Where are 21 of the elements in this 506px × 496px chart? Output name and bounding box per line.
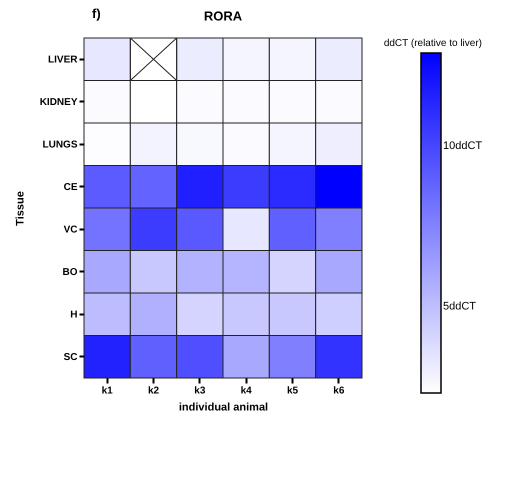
x-axis-title: individual animal	[178, 402, 268, 414]
y-tick-label: CE	[64, 182, 78, 193]
x-tick-label: k3	[194, 386, 206, 396]
x-tick-label: k6	[333, 386, 345, 396]
y-tick-label: H	[70, 309, 78, 320]
legend-title: ddCT (relative to liver)	[384, 38, 482, 49]
y-tick-label: BO	[62, 266, 78, 278]
y-tick-label: SC	[64, 352, 78, 363]
text: f)	[92, 6, 101, 21]
y-tick-label: VC	[64, 224, 78, 236]
y-axis-title: Tissue	[14, 191, 27, 226]
color-bar-label: 10ddCT	[443, 140, 482, 152]
x-tick-label: k5	[286, 386, 298, 396]
color-bar-label: 5ddCT	[443, 300, 476, 312]
chart-title: RORA	[204, 8, 243, 24]
y-tick-label: KIDNEY	[40, 96, 78, 108]
x-tick-label: k1	[102, 386, 114, 396]
x-tick-label: k4	[240, 386, 252, 396]
y-tick-label: LIVER	[48, 54, 78, 66]
y-tick-label: LUNGS	[42, 139, 78, 150]
x-tick-label: k2	[148, 386, 160, 396]
